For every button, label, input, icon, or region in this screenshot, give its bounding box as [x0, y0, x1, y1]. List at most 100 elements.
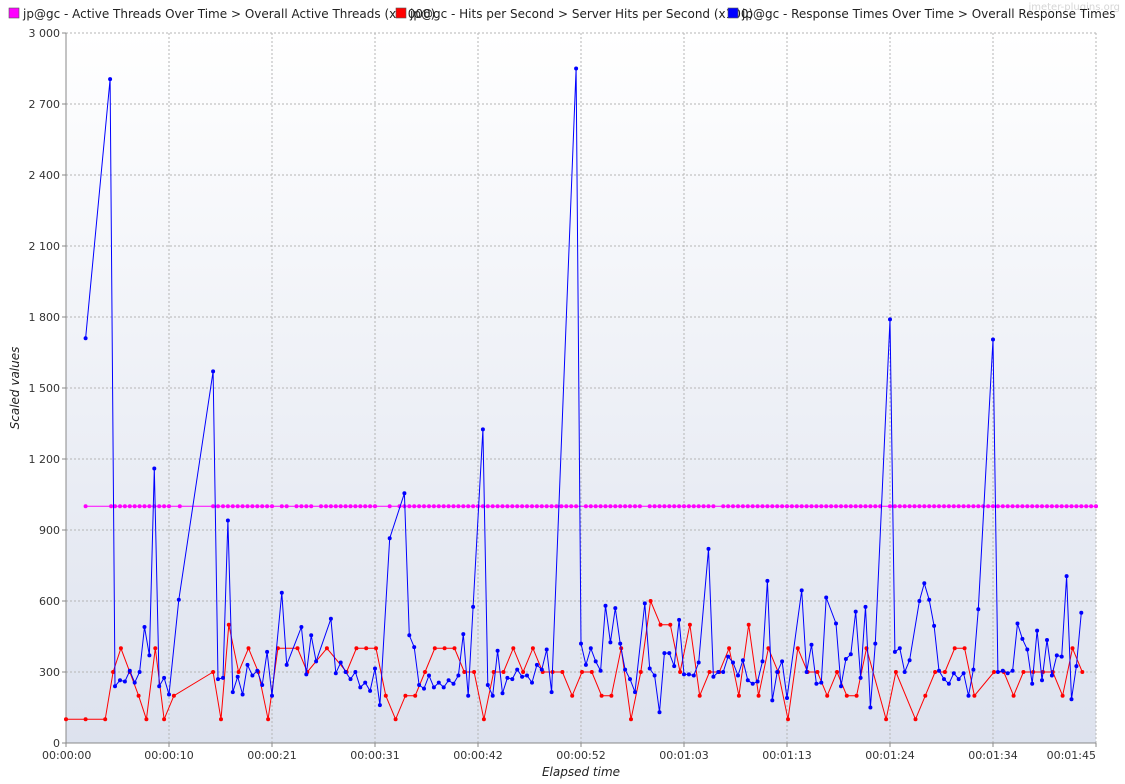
data-point [485, 504, 490, 509]
data-point [628, 677, 632, 682]
data-point [893, 670, 898, 674]
data-point [648, 599, 653, 603]
data-point [245, 504, 250, 509]
data-point [226, 622, 231, 627]
data-point [628, 504, 632, 509]
data-point [647, 504, 652, 509]
data-point [667, 651, 672, 656]
data-point [403, 693, 408, 698]
data-point [819, 680, 824, 685]
data-point [363, 504, 368, 509]
legend: jp@gc - Active Threads Over Time > Overa… [8, 7, 1116, 21]
data-point [436, 504, 441, 509]
data-point [843, 657, 848, 661]
data-point [1000, 504, 1005, 509]
data-point [441, 685, 446, 690]
data-point [338, 504, 343, 509]
data-point [755, 504, 760, 509]
y-tick-label: 1 500 [29, 382, 61, 395]
data-point [839, 684, 843, 689]
data-point [373, 666, 377, 671]
data-point [230, 504, 235, 509]
data-point [534, 662, 539, 667]
data-point [672, 664, 677, 669]
data-point [775, 504, 780, 509]
data-point [750, 504, 755, 509]
data-point [103, 717, 108, 722]
data-point [515, 667, 520, 672]
data-point [868, 504, 873, 509]
data-point [991, 504, 995, 509]
data-point [589, 670, 594, 674]
data-point [976, 504, 981, 509]
data-point [466, 693, 471, 698]
data-point [490, 504, 495, 509]
data-point [520, 674, 525, 679]
data-point [412, 645, 417, 650]
data-point [495, 504, 500, 509]
data-point [711, 674, 716, 679]
data-point [647, 666, 652, 671]
data-point [956, 677, 961, 682]
legend-swatch [727, 7, 739, 19]
data-point [216, 677, 220, 682]
data-point [972, 693, 977, 698]
data-point [868, 705, 873, 710]
data-point [569, 504, 574, 509]
data-point [559, 504, 564, 509]
data-point [152, 466, 157, 471]
data-point [495, 648, 500, 653]
y-tick-label: 1 800 [29, 311, 61, 324]
data-point [230, 690, 235, 695]
data-point [456, 504, 461, 509]
data-point [171, 693, 176, 698]
data-point [701, 504, 706, 509]
data-point [942, 677, 946, 682]
data-point [462, 670, 467, 674]
data-point [510, 677, 515, 682]
data-point [638, 670, 643, 674]
data-point [853, 609, 858, 614]
data-point [785, 696, 789, 700]
data-point [637, 504, 642, 509]
data-point [942, 670, 947, 674]
data-point [530, 504, 534, 509]
data-point [598, 668, 603, 673]
data-point [966, 504, 971, 509]
data-point [225, 504, 230, 509]
data-point [544, 647, 549, 652]
data-point [786, 717, 790, 722]
data-point [235, 504, 240, 509]
data-point [343, 504, 348, 509]
data-point [211, 670, 216, 674]
data-point [652, 504, 657, 509]
data-point [64, 717, 68, 722]
data-point [760, 504, 765, 509]
data-point [897, 646, 902, 651]
data-point [368, 688, 373, 693]
data-point [167, 692, 171, 697]
data-point [162, 675, 167, 680]
data-point [1059, 654, 1064, 659]
data-point [707, 670, 712, 674]
data-point [583, 504, 588, 509]
data-point [177, 504, 182, 509]
data-point [721, 670, 726, 674]
data-point [436, 680, 441, 685]
data-point [932, 504, 937, 509]
data-point [441, 504, 446, 509]
y-tick-label: 0 [53, 737, 60, 750]
data-point [1069, 697, 1074, 702]
data-point [314, 659, 319, 664]
data-point [966, 693, 971, 698]
legend-swatch [395, 7, 407, 19]
y-tick-label: 2 400 [29, 169, 61, 182]
data-point [510, 504, 515, 509]
data-point [745, 504, 750, 509]
data-point [461, 632, 466, 637]
data-point [686, 504, 691, 509]
data-point [907, 504, 912, 509]
y-tick-label: 600 [39, 595, 60, 608]
data-point [299, 625, 304, 629]
data-point [785, 504, 789, 509]
